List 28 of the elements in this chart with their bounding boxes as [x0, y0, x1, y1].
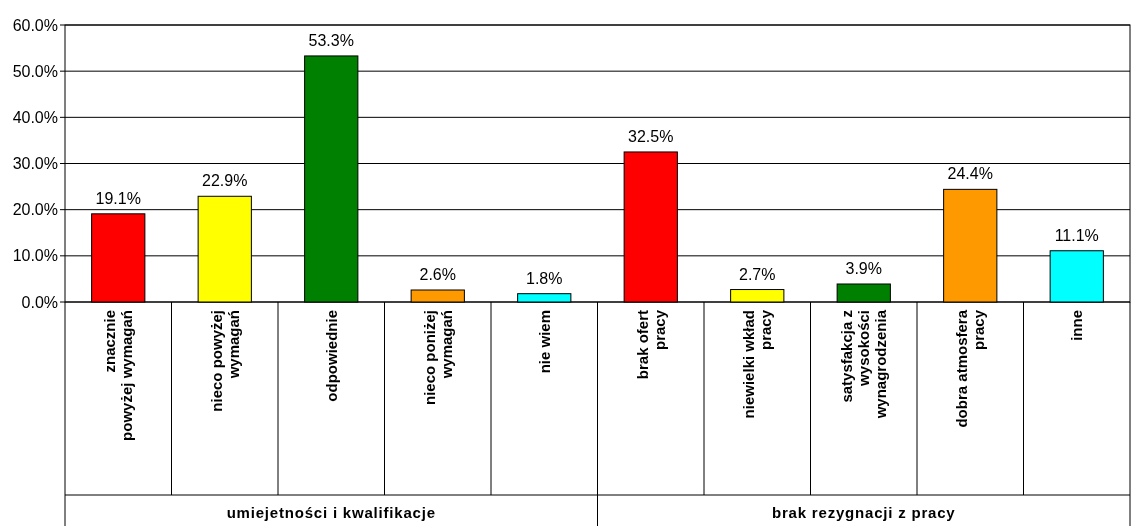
y-tick-label: 0.0% — [21, 293, 58, 311]
x-tick-label: nieco powyżej wymagań — [207, 310, 242, 412]
x-tick-label: inne — [1068, 310, 1085, 341]
x-tick-label: niewielki wkład pracy — [740, 309, 774, 419]
data-label: 1.8% — [526, 269, 563, 287]
y-tick-label: 10.0% — [12, 247, 58, 265]
data-label: 53.3% — [308, 31, 354, 49]
data-label: 24.4% — [947, 165, 993, 183]
y-tick-label: 50.0% — [12, 62, 58, 80]
y-tick-label: 30.0% — [12, 155, 58, 173]
data-label: 2.6% — [419, 266, 456, 283]
text: brak rezygnacji z pracy — [772, 504, 956, 521]
y-tick-label: 20.0% — [12, 201, 58, 219]
data-label: 2.7% — [739, 265, 776, 283]
data-label: 32.5% — [628, 127, 674, 145]
x-tick-label: znacznie powyżej wymagań — [101, 310, 135, 441]
data-label: 22.9% — [202, 172, 248, 190]
text: umiejetności i kwalifikacje — [226, 504, 436, 521]
y-tick-label: 40.0% — [12, 108, 58, 126]
x-tick-label: nie wiem — [535, 310, 553, 374]
x-tick-label: dobra atmosfera pracy — [953, 309, 987, 428]
x-tick-label: odpowiednie — [322, 310, 340, 402]
y-tick-label: 60.0% — [12, 16, 58, 34]
x-tick-label: nieco poniżej wymagań — [420, 310, 455, 406]
data-label: 3.9% — [845, 259, 882, 277]
data-label: 19.1% — [95, 189, 141, 207]
x-tick-label: brak ofert pracy — [633, 309, 668, 380]
data-label: 11.1% — [1054, 226, 1099, 244]
